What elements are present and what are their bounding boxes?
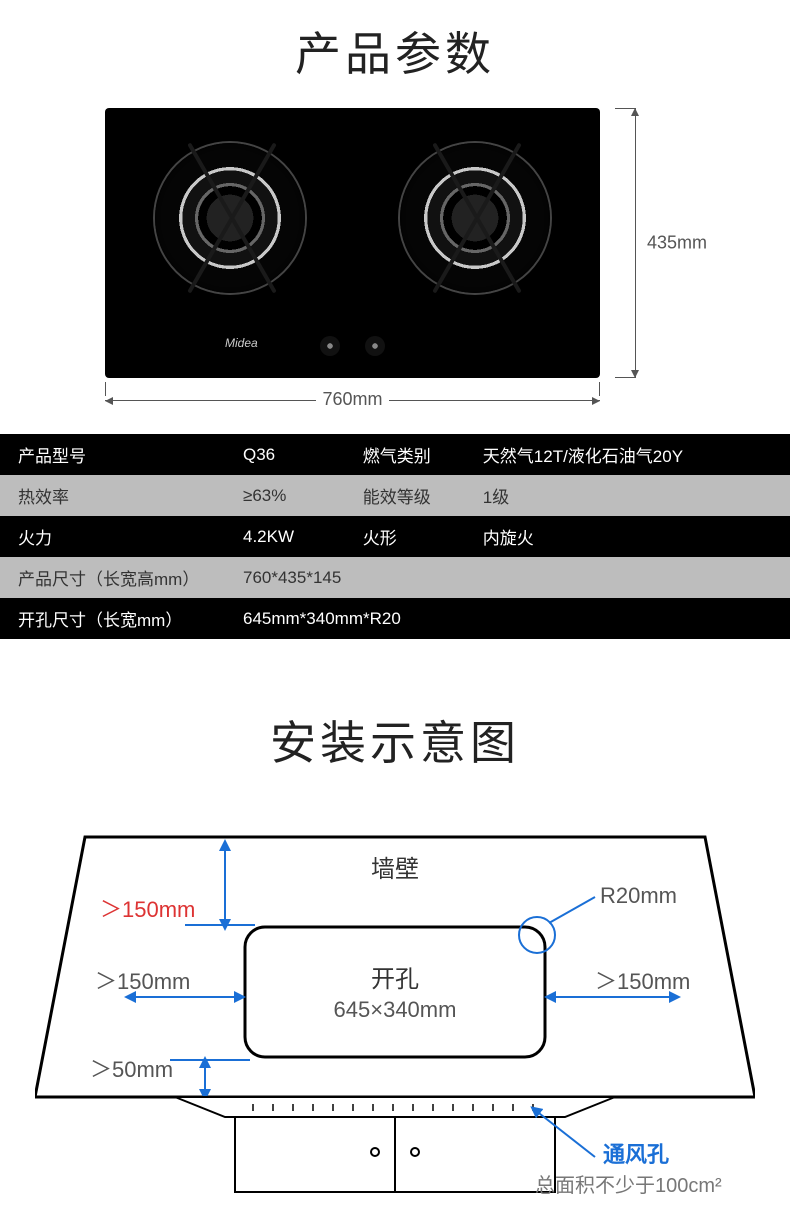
gap-right: ＞150mm bbox=[595, 969, 690, 994]
spec-value: 天然气12T/液化石油气20Y bbox=[465, 434, 790, 475]
width-value: 760mm bbox=[316, 389, 388, 409]
spec-row: 产品尺寸（长宽高mm）760*435*145 bbox=[0, 557, 790, 598]
spec-label: 开孔尺寸（长宽mm） bbox=[0, 598, 225, 639]
spec-value: 4.2KW bbox=[225, 516, 345, 557]
install-diagram: R20mm 墙壁 开孔 645×340mm ＞150mm ＞150mm ＞150… bbox=[35, 807, 755, 1207]
burner-right bbox=[400, 143, 550, 293]
cutout-label: 开孔 bbox=[371, 966, 419, 993]
spec-row: 开孔尺寸（长宽mm）645mm*340mm*R20 bbox=[0, 598, 790, 639]
gap-left: ＞150mm bbox=[95, 969, 190, 994]
gap-top: ＞150mm bbox=[100, 897, 195, 922]
wall-label: 墙壁 bbox=[371, 856, 419, 883]
product-figure: Midea 760mm 435mm bbox=[45, 108, 745, 418]
knob-left bbox=[320, 336, 340, 356]
gap-front: ＞50mm bbox=[90, 1057, 173, 1082]
spec-label: 火力 bbox=[0, 516, 225, 557]
spec-value: ≥63% bbox=[225, 475, 345, 516]
spec-label: 产品型号 bbox=[0, 434, 225, 475]
spec-label: 产品尺寸（长宽高mm） bbox=[0, 557, 225, 598]
spec-label: 燃气类别 bbox=[345, 434, 465, 475]
knob-right bbox=[365, 336, 385, 356]
width-dimension: 760mm bbox=[105, 400, 600, 422]
spec-label: 火形 bbox=[345, 516, 465, 557]
stove-body: Midea bbox=[105, 108, 600, 378]
spec-value: 760*435*145 bbox=[225, 557, 790, 598]
vent-note: 总面积不少于100cm² bbox=[535, 1174, 722, 1197]
radius-label: R20mm bbox=[600, 883, 677, 908]
height-dimension: 435mm bbox=[615, 108, 725, 378]
spec-label: 能效等级 bbox=[345, 475, 465, 516]
specs-title: 产品参数 bbox=[0, 0, 790, 108]
cutout-size: 645×340mm bbox=[334, 997, 457, 1022]
burner-left bbox=[155, 143, 305, 293]
spec-label: 热效率 bbox=[0, 475, 225, 516]
spec-row: 热效率≥63%能效等级1级 bbox=[0, 475, 790, 516]
vent-label: 通风孔 bbox=[603, 1142, 669, 1167]
spec-value: 内旋火 bbox=[465, 516, 790, 557]
spec-row: 火力4.2KW火形内旋火 bbox=[0, 516, 790, 557]
spec-value: 1级 bbox=[465, 475, 790, 516]
brand-logo: Midea bbox=[225, 336, 258, 350]
spec-value: 645mm*340mm*R20 bbox=[225, 598, 790, 639]
install-title: 安装示意图 bbox=[0, 689, 790, 797]
spec-row: 产品型号Q36燃气类别天然气12T/液化石油气20Y bbox=[0, 434, 790, 475]
spec-table: 产品型号Q36燃气类别天然气12T/液化石油气20Y热效率≥63%能效等级1级火… bbox=[0, 434, 790, 639]
height-value: 435mm bbox=[647, 233, 707, 254]
spec-value: Q36 bbox=[225, 434, 345, 475]
